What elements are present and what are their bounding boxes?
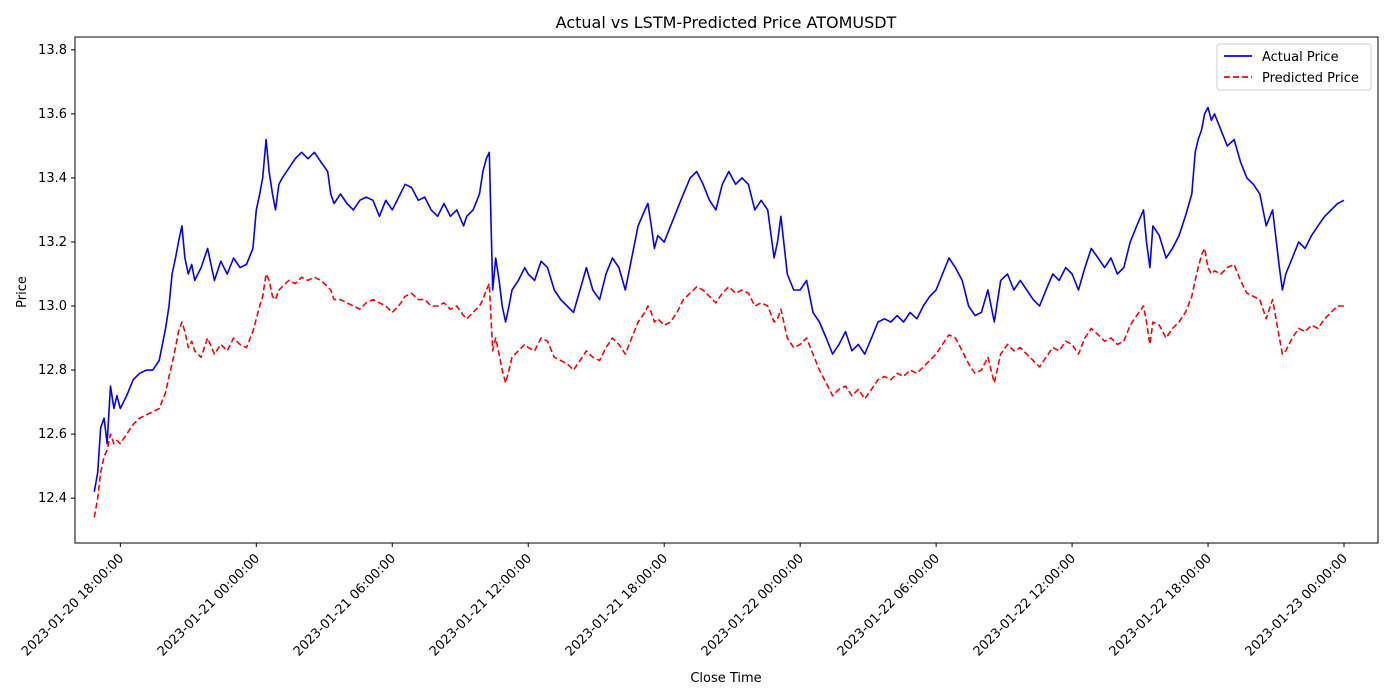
y-tick-label: 13.2 xyxy=(38,235,67,250)
x-tick-label: 2023-01-22 18:00:00 xyxy=(1107,551,1215,659)
y-tick-label: 13.8 xyxy=(38,43,67,58)
x-tick-label: 2023-01-21 00:00:00 xyxy=(155,551,263,659)
x-tick-label: 2023-01-22 12:00:00 xyxy=(971,551,1079,659)
y-tick-label: 13.6 xyxy=(38,107,67,122)
y-tick-label: 13.4 xyxy=(38,171,67,186)
axes: 12.4 12.6 12.8 13.0 13.2 13.4 13.6 13.8 2023-01-… xyxy=(19,36,1379,659)
plot-area xyxy=(93,106,1345,518)
y-tick-label: 12.6 xyxy=(38,427,67,442)
y-tick-label: 13.0 xyxy=(38,299,67,314)
y-tick-label: 12.4 xyxy=(38,491,67,506)
legend-box xyxy=(1216,43,1372,91)
x-axis-title: Close Time xyxy=(690,671,761,686)
series-line-1 xyxy=(93,106,1345,492)
x-tick-label: 2023-01-20 18:00:00 xyxy=(19,551,127,659)
series-line-2 xyxy=(93,247,1344,518)
y-tick-label: 12.8 xyxy=(38,363,67,378)
legend-label-1: Actual Price xyxy=(1262,50,1339,65)
plot-frame xyxy=(74,36,1379,544)
x-tick-label: 2023-01-21 12:00:00 xyxy=(427,551,535,659)
x-tick-label: 2023-01-23 00:00:00 xyxy=(1243,551,1351,659)
chart-title: Actual vs LSTM-Predicted Price ATOMUSDT xyxy=(556,13,897,32)
x-tick-label: 2023-01-22 00:00:00 xyxy=(699,551,807,659)
y-axis-title: Price xyxy=(15,276,30,308)
legend-label-2: Predicted Price xyxy=(1262,71,1359,86)
x-tick-label: 2023-01-21 18:00:00 xyxy=(563,551,671,659)
legend: Actual Price Predicted Price xyxy=(1216,43,1372,91)
x-tick-label: 2023-01-21 06:00:00 xyxy=(291,551,399,659)
x-tick-label: 2023-01-22 06:00:00 xyxy=(835,551,943,659)
